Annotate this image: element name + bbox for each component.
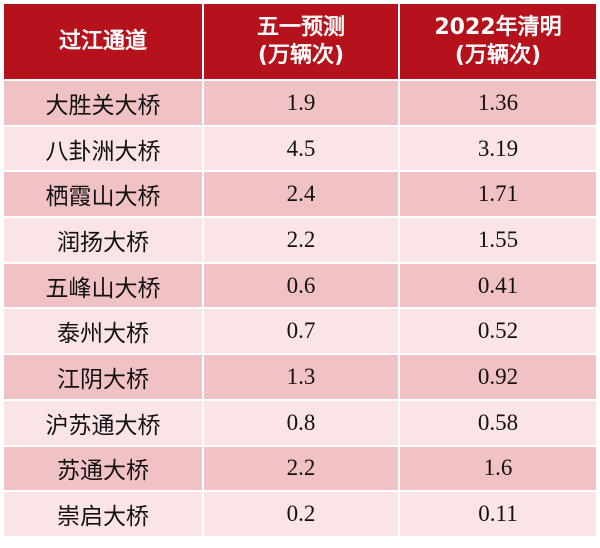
header-qingming-title: 2022年清明 — [434, 14, 562, 40]
bridge-name-cell: 五峰山大桥 — [4, 263, 204, 308]
forecast-cell: 0.8 — [204, 400, 400, 445]
header-forecast-title: 五一预测 — [256, 14, 345, 40]
forecast-cell: 4.5 — [204, 126, 400, 171]
table-row: 江阴大桥 1.3 0.92 — [4, 355, 596, 401]
qingming-cell: 0.52 — [477, 318, 519, 344]
qingming-cell: 1.71 — [477, 181, 519, 207]
table-row: 润扬大桥 2.2 1.55 — [4, 218, 596, 264]
header-channel-label: 过江通道 — [58, 28, 147, 54]
bridge-name-cell: 八卦洲大桥 — [4, 126, 204, 171]
table-row: 崇启大桥 0.2 0.11 — [4, 492, 596, 538]
table-header: 过江通道 五一预测 (万辆次) 2022年清明 (万辆次) — [4, 4, 596, 81]
traffic-table: 过江通道 五一预测 (万辆次) 2022年清明 (万辆次) 大胜关大桥 1.9 1.… — [4, 4, 596, 538]
qingming-cell: 1.36 — [477, 89, 519, 115]
forecast-cell: 0.7 — [204, 309, 400, 354]
table-row: 沪苏通大桥 0.8 0.58 — [4, 400, 596, 447]
table-row: 栖霞山大桥 2.4 1.71 — [4, 172, 596, 219]
table-row: 泰州大桥 0.7 0.52 — [4, 309, 596, 356]
table-row: 苏通大桥 2.2 1.6 — [4, 446, 596, 493]
qingming-cell: 0.92 — [477, 363, 519, 389]
bridge-name-cell: 崇启大桥 — [4, 492, 204, 536]
forecast-cell: 1.9 — [204, 81, 400, 125]
qingming-cell: 0.11 — [478, 501, 518, 527]
header-qingming-unit: (万辆次) — [454, 42, 542, 68]
header-qingming: 2022年清明 (万辆次) — [400, 4, 596, 79]
forecast-cell: 2.2 — [204, 446, 400, 491]
qingming-cell: 0.58 — [477, 409, 519, 435]
table-row: 大胜关大桥 1.9 1.36 — [4, 81, 596, 127]
header-channel: 过江通道 — [4, 4, 204, 79]
bridge-name-cell: 大胜关大桥 — [4, 81, 204, 125]
forecast-cell: 1.3 — [204, 355, 400, 399]
table-row: 八卦洲大桥 4.5 3.19 — [4, 126, 596, 173]
forecast-cell: 0.2 — [204, 492, 400, 536]
forecast-cell: 2.2 — [204, 218, 400, 262]
bridge-name-cell: 沪苏通大桥 — [4, 400, 204, 445]
bridge-name-cell: 苏通大桥 — [4, 446, 204, 491]
header-forecast: 五一预测 (万辆次) — [204, 4, 400, 79]
forecast-cell: 0.6 — [204, 263, 400, 308]
table-row: 五峰山大桥 0.6 0.41 — [4, 263, 596, 310]
bridge-name-cell: 润扬大桥 — [4, 218, 204, 262]
bridge-name-cell: 江阴大桥 — [4, 355, 204, 399]
qingming-cell: 1.6 — [483, 455, 513, 481]
forecast-cell: 2.4 — [204, 172, 400, 217]
bridge-name-cell: 泰州大桥 — [4, 309, 204, 354]
bridge-name-cell: 栖霞山大桥 — [4, 172, 204, 217]
header-forecast-unit: (万辆次) — [257, 42, 345, 68]
qingming-cell: 3.19 — [477, 135, 519, 161]
qingming-cell: 0.41 — [477, 272, 519, 298]
qingming-cell: 1.55 — [477, 226, 519, 252]
